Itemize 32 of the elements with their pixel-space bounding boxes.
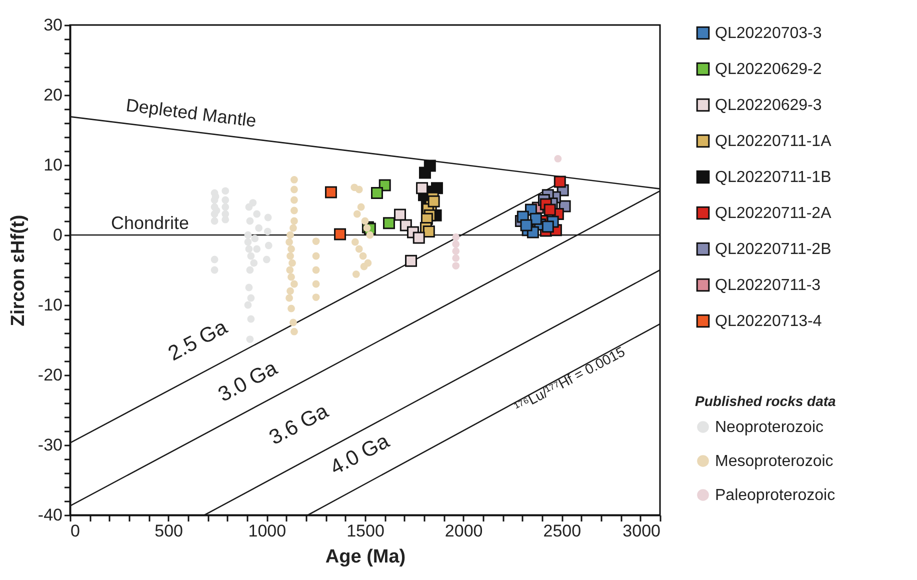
- legend-label: Neoproterozoic: [715, 419, 824, 436]
- annotation: Chondrite: [110, 213, 190, 233]
- y-tick-label: 0: [53, 226, 62, 244]
- legend-label: QL20220629-2: [715, 61, 822, 78]
- legend-label: Mesoproterozoic: [715, 453, 834, 470]
- y-tick-label: 10: [44, 156, 62, 174]
- annotation: Depleted Mantle: [124, 95, 258, 131]
- x-tick-label: 2000: [444, 522, 483, 540]
- legend-label: QL20220711-3: [715, 277, 821, 294]
- x-tick-label: 2500: [543, 522, 582, 540]
- x-tick-label: 3000: [622, 522, 660, 540]
- legend-label: QL20220629-3: [715, 97, 822, 114]
- x-tick-label: 500: [154, 522, 184, 540]
- legend-label: QL20220703-3: [715, 25, 822, 42]
- x-axis-title: Age (Ma): [325, 546, 406, 568]
- x-tick-label: 1000: [248, 522, 286, 540]
- legend-label: Paleoproterozoic: [715, 487, 836, 504]
- legend-label: QL20220711-1B: [715, 169, 832, 186]
- legend-label: QL20220713-4: [715, 313, 822, 330]
- y-tick-label: -40: [38, 506, 62, 524]
- x-tick-label: 1500: [346, 522, 384, 540]
- x-tick-label: 0: [70, 522, 80, 540]
- y-axis-title: Zircon εHf(t): [8, 214, 29, 326]
- legend-label: QL20220711-1A: [715, 133, 832, 150]
- legend-label: QL20220711-2A: [715, 205, 832, 222]
- y-tick-label: -10: [38, 296, 62, 314]
- legend-label: QL20220711-2B: [715, 241, 832, 258]
- legend-title: Published rocks data: [695, 393, 836, 409]
- y-tick-label: -30: [38, 436, 62, 454]
- y-tick-label: 20: [44, 86, 62, 104]
- y-tick-label: -20: [38, 366, 62, 384]
- y-tick-label: 30: [44, 16, 62, 34]
